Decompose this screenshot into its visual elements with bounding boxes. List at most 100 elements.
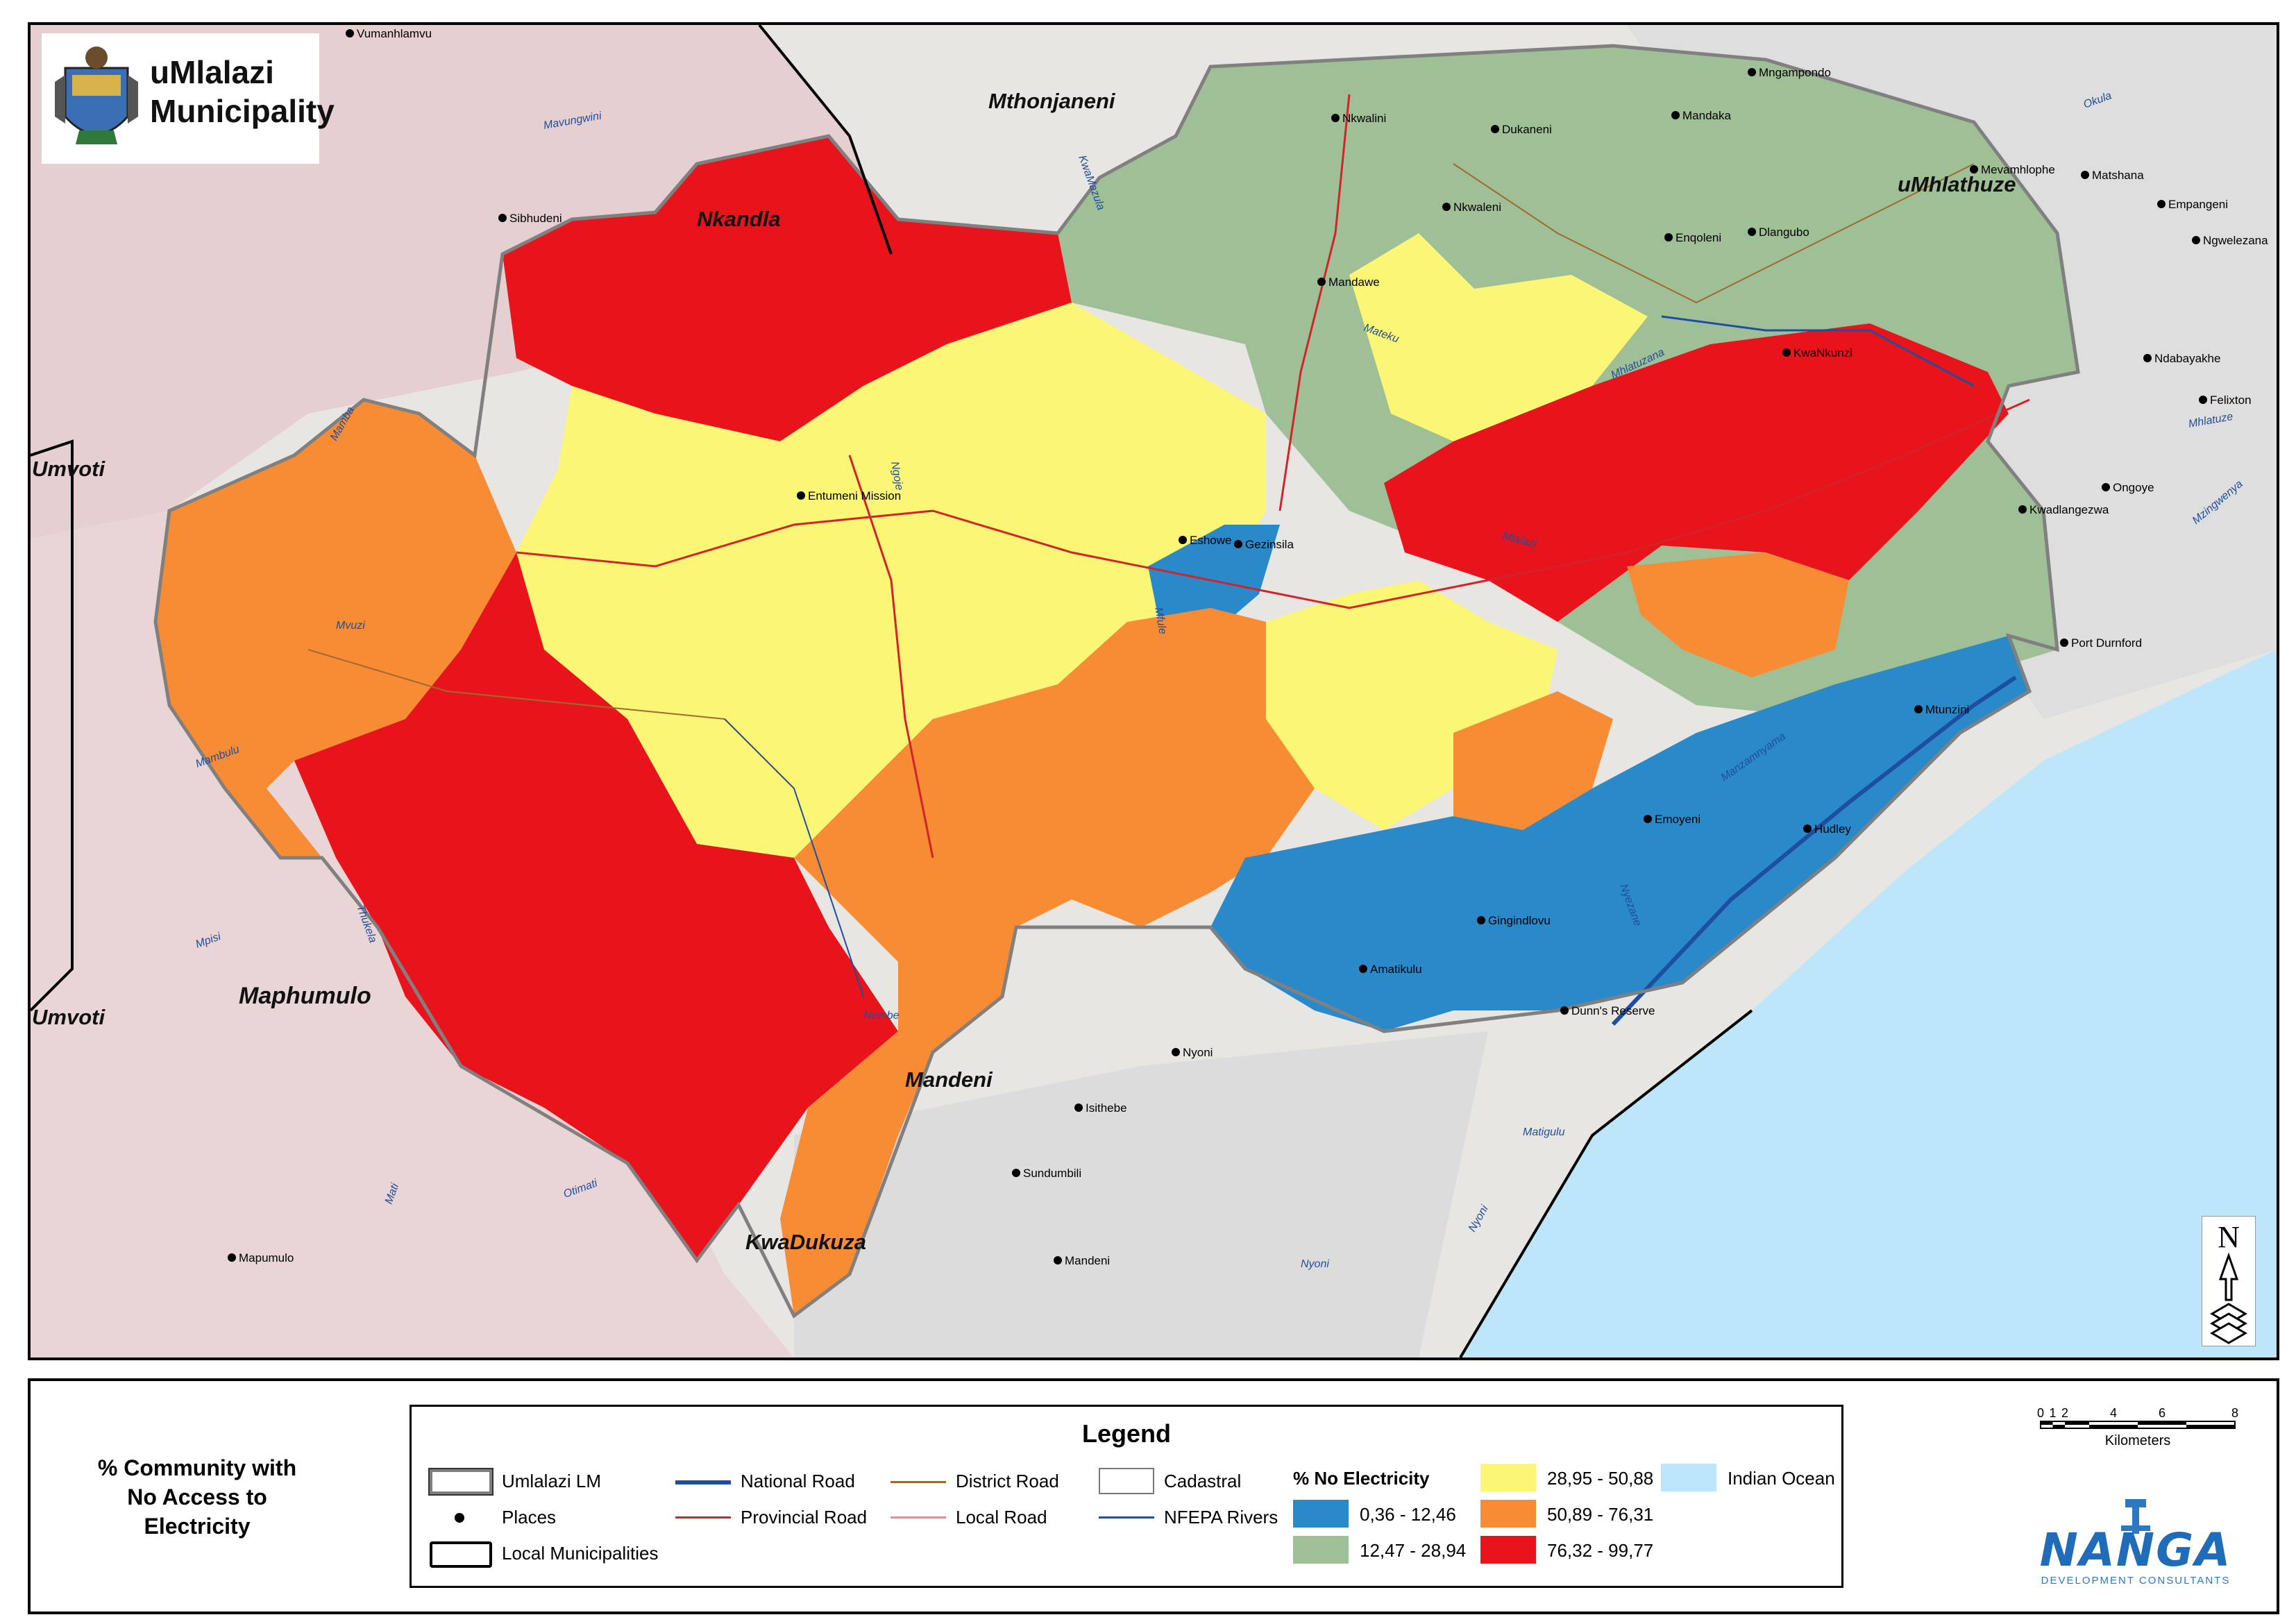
north-arrow-icon: N xyxy=(2210,1220,2247,1344)
place-dot-icon[interactable] xyxy=(1970,165,1978,174)
municipality-label: KwaDukuza xyxy=(745,1230,866,1254)
nfepa-rivers-swatch xyxy=(1099,1516,1154,1519)
place-dot-icon[interactable] xyxy=(1748,68,1756,76)
place-dot-icon[interactable] xyxy=(228,1253,236,1262)
place-dot-icon[interactable] xyxy=(1748,228,1756,236)
place-label: Mandawe xyxy=(1328,276,1380,289)
municipality-label: Umvoti xyxy=(32,457,105,481)
umlalazi-lm-swatch xyxy=(428,1468,493,1496)
place-label: Ngwelezana xyxy=(2203,234,2268,247)
legend-indian-ocean: Indian Ocean xyxy=(1728,1468,1835,1489)
place-label: Mandeni xyxy=(1065,1254,1110,1267)
river-label: Mvuzi xyxy=(336,620,365,632)
svg-text:DEVELOPMENT CONSULTANTS: DEVELOPMENT CONSULTANTS xyxy=(2041,1575,2231,1587)
place-dot-icon[interactable] xyxy=(2143,354,2152,362)
place-dot-icon[interactable] xyxy=(1803,824,1812,833)
place-dot-icon[interactable] xyxy=(1782,348,1791,357)
municipality-label: uMhlathuze xyxy=(1898,172,2016,196)
electricity-regions xyxy=(155,46,2078,1316)
place-dot-icon[interactable] xyxy=(1234,540,1242,548)
place-label: Nyoni xyxy=(1183,1046,1213,1059)
place-dot-icon[interactable] xyxy=(2199,396,2207,404)
place-dot-icon[interactable] xyxy=(1172,1048,1180,1056)
scale-tick-label: 2 xyxy=(2061,1406,2068,1420)
map-canvas[interactable]: Vumanhlamvu Mngampondo Nkwalini Mandaka Duka… xyxy=(31,25,2277,1357)
place-label: Mngampondo xyxy=(1759,66,1831,79)
legend-cadastral: Cadastral xyxy=(1164,1471,1242,1491)
map-frame[interactable]: Vumanhlamvu Mngampondo Nkwalini Mandaka Duka… xyxy=(28,22,2279,1360)
municipality-label: Maphumulo xyxy=(239,983,371,1009)
place-dot-icon[interactable] xyxy=(1331,114,1340,122)
place-dot-icon[interactable] xyxy=(1664,233,1673,242)
place-dot-icon[interactable] xyxy=(1179,536,1187,544)
municipality-labels: Mthonjaneni Nkandla uMhlathuze Umvoti Umvoti… xyxy=(32,89,2016,1254)
place-label: Kwadlangezwa xyxy=(2029,503,2109,516)
place-dot-icon[interactable] xyxy=(1477,916,1485,924)
scale-tick-label: 1 xyxy=(2049,1406,2056,1420)
north-arrow: N xyxy=(2202,1216,2256,1346)
place-dot-icon[interactable] xyxy=(2102,483,2110,491)
nanga-anchor-icon: NANGA DEVELOPMENT CONSULTANTS xyxy=(2040,1499,2232,1587)
place-dot-icon[interactable] xyxy=(1012,1169,1020,1177)
place-points[interactable]: Vumanhlamvu Mngampondo Nkwalini Mandaka Duka… xyxy=(228,27,2268,1267)
place-dot-icon[interactable] xyxy=(1054,1256,1062,1264)
place-label: Hudley xyxy=(1814,822,1851,836)
place-dot-icon[interactable] xyxy=(498,214,507,222)
place-dot-icon[interactable] xyxy=(1644,815,1652,823)
place-label: Matshana xyxy=(2092,169,2144,182)
place-dot-icon[interactable] xyxy=(797,491,805,500)
place-dot-icon[interactable] xyxy=(2060,638,2068,647)
place-label: Ndabayakhe xyxy=(2154,352,2220,365)
place-label: Emoyeni xyxy=(1655,813,1700,826)
place-dot-icon[interactable] xyxy=(1074,1103,1083,1112)
place-label: Nkwalini xyxy=(1342,112,1386,125)
place-label: Mtunzini xyxy=(1925,703,1969,716)
place-dot-icon[interactable] xyxy=(1671,111,1680,119)
place-dot-icon[interactable] xyxy=(1914,705,1923,713)
class-swatch-2 xyxy=(1480,1464,1536,1491)
place-label: Dlangubo xyxy=(1759,226,1809,239)
map-subject: % Community with No Access to Electricit… xyxy=(97,1455,297,1539)
place-dot-icon[interactable] xyxy=(1442,203,1451,211)
class-swatch-4 xyxy=(1480,1536,1536,1564)
place-label: Ongoye xyxy=(2113,481,2154,494)
place-dot-icon[interactable] xyxy=(2157,200,2166,208)
place-dot-icon[interactable] xyxy=(2192,236,2200,244)
svg-text:NANGA: NANGA xyxy=(2040,1523,2232,1577)
region-red-north xyxy=(503,136,1072,441)
class-swatch-3 xyxy=(1480,1500,1536,1528)
place-dot-icon[interactable] xyxy=(1491,125,1499,133)
municipality-label: Umvoti xyxy=(32,1005,105,1029)
cadastral-swatch xyxy=(1099,1468,1154,1494)
umlalazi-boundary xyxy=(153,44,2080,1319)
muni-boundary-umvoti xyxy=(31,439,74,1012)
place-dot-icon[interactable] xyxy=(1317,278,1326,286)
place-label: Dunn's Reserve xyxy=(1571,1004,1655,1017)
region-red-east xyxy=(1384,323,2009,622)
region-yellow-northeast xyxy=(1349,233,1648,441)
place-label: Port Durnford xyxy=(2071,636,2142,650)
place-label: Gezinsila xyxy=(1245,538,1294,551)
indian-ocean-swatch xyxy=(1661,1464,1716,1491)
river-label: Mfule xyxy=(1152,607,1169,636)
place-dot-icon[interactable] xyxy=(1560,1006,1569,1015)
scale-tick-label: 8 xyxy=(2231,1406,2238,1420)
scale-tick-label: 0 xyxy=(2037,1406,2044,1420)
place-label: Eshowe xyxy=(1190,534,1231,547)
place-label: Amatikulu xyxy=(1370,963,1422,976)
legend-class-2: 28,95 - 50,88 xyxy=(1547,1468,1654,1489)
place-dot-icon[interactable] xyxy=(2018,505,2027,514)
place-dot-icon[interactable] xyxy=(346,29,354,37)
place-label: Felixton xyxy=(2210,394,2252,407)
place-label: Empangeni xyxy=(2168,198,2228,211)
legend-class-1: 12,47 - 28,94 xyxy=(1360,1540,1467,1561)
legend-class-0: 0,36 - 12,46 xyxy=(1360,1504,1456,1525)
indian-ocean xyxy=(1460,650,2277,1357)
region-red-southwest xyxy=(294,552,898,1260)
legend-panel: % Community with No Access to Electricit… xyxy=(28,1378,2279,1614)
class-swatch-0 xyxy=(1293,1500,1349,1528)
place-dot-icon[interactable] xyxy=(2081,171,2089,179)
place-dot-icon[interactable] xyxy=(1359,965,1367,973)
